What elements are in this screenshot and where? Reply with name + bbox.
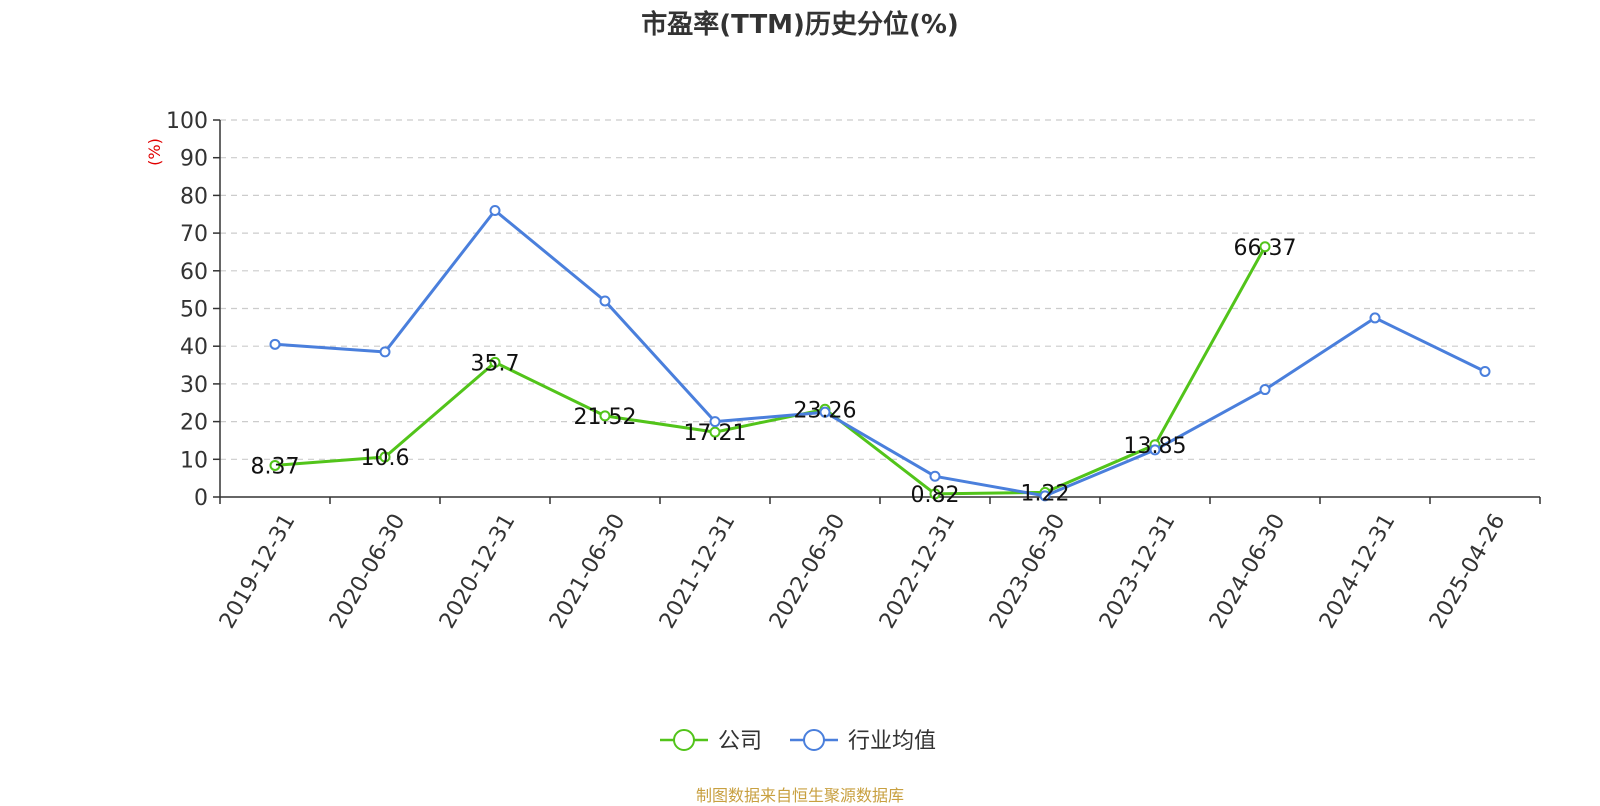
- x-tick-label: 2022-06-30: [765, 510, 851, 633]
- data-point-1: [1149, 444, 1161, 456]
- y-tick-label: 30: [180, 373, 208, 398]
- source-note: 制图数据来自恒生聚源数据库: [695, 786, 904, 805]
- x-tick-label: 2021-12-31: [655, 510, 741, 633]
- data-point-0: [709, 426, 721, 438]
- data-label: 35.7: [471, 351, 520, 376]
- data-point-1: [1259, 384, 1271, 396]
- data-point-0: [929, 488, 941, 500]
- data-label: 17.21: [684, 421, 747, 446]
- data-point-1: [709, 416, 721, 428]
- y-tick-label: 60: [180, 260, 208, 285]
- data-point-1: [489, 204, 501, 216]
- x-tick-label: 2021-06-30: [545, 510, 631, 633]
- data-point-0: [269, 459, 281, 471]
- x-tick-label: 2024-12-31: [1315, 510, 1401, 633]
- x-tick-label: 2023-12-31: [1095, 510, 1181, 633]
- legend: 公司 行业均值: [660, 729, 936, 754]
- y-tick-label: 20: [180, 411, 208, 436]
- data-labels: 8.37 10.6 35.7 21.52 17.21 23.26 0.82 1.22 13.85…: [251, 236, 1297, 508]
- data-label: 0.82: [911, 483, 960, 508]
- chart-title: 市盈率(TTM)历史分位(%): [641, 10, 959, 40]
- legend-label: 公司: [718, 729, 762, 754]
- data-point-1: [379, 346, 391, 358]
- y-tick-label: 50: [180, 298, 208, 323]
- data-label: 8.37: [251, 454, 300, 479]
- legend-marker-0: [673, 729, 695, 751]
- data-point-0: [599, 410, 611, 422]
- series-line-1: [274, 209, 1486, 498]
- y-tick-label: 40: [180, 335, 208, 360]
- data-point-1: [599, 295, 611, 307]
- data-point-1: [1369, 312, 1381, 324]
- data-label: 66.37: [1234, 236, 1297, 261]
- data-label: 21.52: [574, 405, 637, 430]
- y-tick-label: 100: [166, 109, 208, 134]
- x-tick-label: 2022-12-31: [875, 510, 961, 633]
- legend-label: 行业均值: [848, 729, 936, 754]
- x-axis-ticks: 2019-12-31 2020-06-30 2020-12-31 2021-06-30…: [215, 497, 1541, 633]
- x-tick-label: 2023-06-30: [985, 510, 1071, 633]
- x-tick-label: 2025-04-26: [1425, 510, 1511, 633]
- data-point-0: [1259, 241, 1271, 253]
- data-point-0: [379, 451, 391, 463]
- y-axis-label: (%): [145, 138, 164, 166]
- series-lines: [269, 204, 1491, 502]
- grid-lines: [220, 119, 1540, 460]
- data-point-1: [929, 470, 941, 482]
- data-point-1: [1039, 490, 1051, 502]
- data-label: 13.85: [1124, 434, 1187, 459]
- data-label: 10.6: [361, 446, 410, 471]
- y-tick-label: 80: [180, 184, 208, 209]
- y-tick-label: 10: [180, 448, 208, 473]
- data-point-1: [819, 406, 831, 418]
- data-point-0: [489, 356, 501, 368]
- y-tick-label: 90: [180, 147, 208, 172]
- x-tick-label: 2024-06-30: [1205, 510, 1291, 633]
- y-tick-label: 0: [194, 486, 208, 511]
- data-point-1: [269, 338, 281, 350]
- data-point-1: [1479, 365, 1491, 377]
- x-tick-label: 2019-12-31: [215, 510, 301, 633]
- x-tick-label: 2020-06-30: [325, 510, 411, 633]
- x-tick-label: 2020-12-31: [435, 510, 521, 633]
- y-tick-label: 70: [180, 222, 208, 247]
- legend-marker-1: [803, 729, 825, 751]
- data-label: 23.26: [794, 398, 857, 423]
- y-axis-ticks: 0 10 20 30 40 50 60 70 80 90 100: [166, 109, 220, 511]
- series-line-0: [274, 246, 1267, 496]
- data-label: 1.22: [1021, 481, 1070, 506]
